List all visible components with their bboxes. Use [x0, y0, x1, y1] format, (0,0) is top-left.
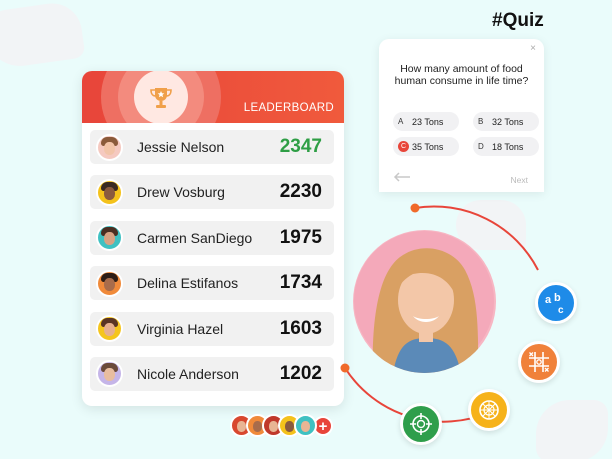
leaderboard-card: LEADERBOARD Jessie Nelson 2347 Drew Vosb…	[82, 71, 344, 406]
leaderboard-row[interactable]: Carmen SanDiego 1975	[90, 220, 334, 255]
spin-wheel-game-icon[interactable]	[468, 389, 510, 431]
player-avatar-strip: +	[230, 414, 333, 438]
quiz-option-c[interactable]: C 35 Tons	[393, 137, 459, 156]
player-score: 1734	[279, 272, 322, 294]
tic-tac-toe-game-icon[interactable]	[518, 341, 560, 383]
decor-blob	[0, 0, 86, 71]
option-letter: A	[398, 117, 404, 126]
avatar	[294, 414, 317, 437]
add-player-button[interactable]: +	[313, 416, 333, 436]
abc-icon: a b c	[545, 292, 564, 316]
trophy-icon	[150, 88, 172, 108]
quiz-card: × How many amount of food human consume …	[379, 39, 544, 192]
avatar	[96, 133, 123, 161]
alphabet-game-icon[interactable]: a b c	[535, 282, 577, 324]
close-icon[interactable]: ×	[530, 43, 536, 54]
leaderboard-list: Jessie Nelson 2347 Drew Vosburg 2230 Car…	[90, 130, 334, 402]
quiz-option-d[interactable]: D 18 Tons	[473, 137, 539, 156]
player-score: 2347	[279, 136, 322, 157]
avatar	[96, 315, 123, 343]
decor-blob	[536, 400, 608, 459]
player-score: 2230	[279, 181, 322, 203]
next-button[interactable]: Next	[510, 175, 528, 185]
back-arrow-icon[interactable]	[393, 171, 411, 183]
option-text: 32 Tons	[492, 116, 524, 127]
leaderboard-title: LEADERBOARD	[243, 102, 334, 114]
leaderboard-row[interactable]: Virginia Hazel 1603	[90, 311, 334, 346]
player-name: Drew Vosburg	[137, 184, 225, 201]
player-score: 1603	[279, 317, 322, 339]
player-name: Virginia Hazel	[137, 320, 224, 337]
leaderboard-row[interactable]: Drew Vosburg 2230	[90, 175, 334, 210]
quiz-option-b[interactable]: B 32 Tons	[473, 112, 539, 131]
quiz-question: How many amount of food human consume in…	[394, 63, 529, 87]
option-text: 35 Tons	[412, 141, 444, 152]
quiz-option-a[interactable]: A 23 Tons	[393, 112, 459, 131]
player-name: Carmen SanDiego	[137, 229, 253, 246]
player-score: 1975	[279, 226, 322, 248]
player-name: Jessie Nelson	[137, 139, 225, 155]
grid-icon	[529, 352, 549, 372]
option-letter: B	[478, 117, 484, 126]
avatar	[96, 269, 123, 297]
quiz-options: A 23 Tons B 32 Tons C 35 Tons D 18 Tons	[393, 112, 539, 156]
option-text: 23 Tons	[412, 116, 444, 127]
svg-text:b: b	[554, 292, 561, 304]
option-letter-selected: C	[398, 141, 409, 152]
player-name: Delina Estifanos	[137, 275, 239, 292]
leaderboard-row[interactable]: Jessie Nelson 2347	[90, 130, 334, 164]
wheel-icon	[479, 400, 499, 420]
player-name: Nicole Anderson	[137, 365, 239, 382]
svg-text:c: c	[558, 305, 564, 316]
target-game-icon[interactable]	[400, 403, 442, 445]
avatar	[96, 178, 123, 206]
player-portrait	[353, 230, 496, 373]
option-letter: D	[478, 142, 484, 151]
option-text: 18 Tons	[492, 141, 524, 152]
crosshair-icon	[410, 413, 432, 435]
leaderboard-header: LEADERBOARD	[82, 71, 344, 123]
quiz-hashtag: #Quiz	[492, 10, 544, 31]
avatar	[96, 360, 123, 388]
leaderboard-row[interactable]: Nicole Anderson 1202	[90, 356, 334, 391]
player-score: 1202	[279, 362, 322, 384]
svg-text:a: a	[545, 294, 552, 306]
decor-blob	[456, 200, 526, 250]
leaderboard-row[interactable]: Delina Estifanos 1734	[90, 266, 334, 301]
avatar	[96, 224, 123, 252]
